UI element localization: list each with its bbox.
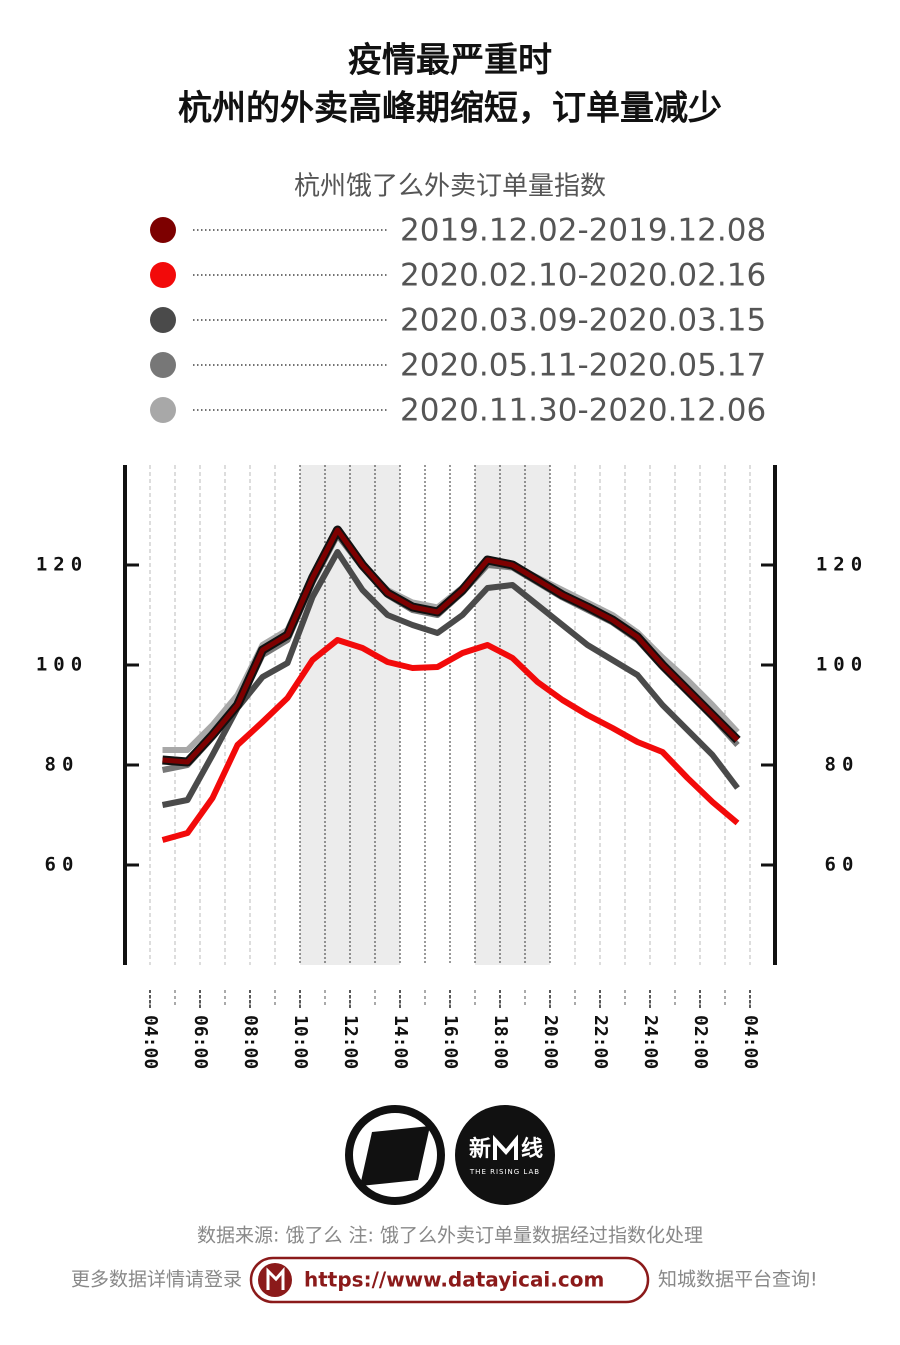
y-tick-label: 120	[36, 554, 88, 576]
url-icon-glyph	[266, 1267, 285, 1290]
x-tick-label: 06:00	[190, 1015, 211, 1069]
legend-label: 2020.02.10-2020.02.16	[400, 258, 766, 294]
x-tick-label: 04:00	[740, 1015, 761, 1069]
series-line	[162, 527, 740, 765]
logo-icon	[360, 1126, 430, 1186]
x-tick-label: 10:00	[290, 1015, 311, 1069]
y-tick-label: 100	[36, 654, 88, 676]
x-tick-label: 16:00	[440, 1015, 461, 1069]
chart-subtitle: 杭州饿了么外卖订单量指数	[294, 172, 606, 202]
x-tick-label: 20:00	[540, 1015, 561, 1069]
legend-label: 2019.12.02-2019.12.08	[400, 213, 766, 249]
logo-text: 线	[521, 1136, 543, 1162]
series-line	[161, 637, 740, 843]
legend-swatch	[150, 352, 176, 378]
footer-prompt: 更多数据详情请登录	[71, 1269, 242, 1291]
legend-swatch	[150, 217, 176, 243]
x-tick-label: 22:00	[590, 1015, 611, 1069]
x-tick-label: 04:00	[140, 1015, 161, 1069]
x-tick-label: 14:00	[390, 1015, 411, 1069]
y-tick-label: 80	[825, 754, 860, 776]
y-tick-label: 120	[816, 554, 868, 576]
legend-swatch	[150, 262, 176, 288]
series-line	[161, 549, 740, 808]
footer: 新 线 THE RISING LAB 数据来源: 饿了么 注: 饿了么外卖订单量…	[71, 1105, 818, 1304]
footer-suffix: 知城数据平台查询!	[658, 1269, 818, 1291]
logo-tagline: THE RISING LAB	[469, 1168, 540, 1176]
url-text[interactable]: https://www.datayicai.com	[304, 1268, 604, 1292]
legend-label: 2020.11.30-2020.12.06	[400, 393, 766, 429]
chart-title: 杭州的外卖高峰期缩短，订单量减少	[178, 89, 722, 129]
url-box	[249, 1256, 650, 1304]
y-tick-label: 60	[45, 854, 80, 876]
legend-swatch	[150, 307, 176, 333]
x-tick-label: 18:00	[490, 1015, 511, 1069]
x-tick-label: 24:00	[640, 1015, 661, 1069]
highlight-band	[475, 465, 550, 965]
x-tick-label: 08:00	[240, 1015, 261, 1069]
legend-swatch	[150, 397, 176, 423]
y-tick-label: 60	[825, 854, 860, 876]
legend-label: 2020.05.11-2020.05.17	[400, 348, 766, 384]
y-tick-label: 100	[816, 654, 868, 676]
source-note: 数据来源: 饿了么 注: 饿了么外卖订单量数据经过指数化处理	[197, 1225, 703, 1247]
logo-text: 新	[469, 1136, 491, 1162]
x-tick-label: 02:00	[690, 1015, 711, 1069]
logo-icon	[493, 1134, 518, 1160]
legend-label: 2020.03.09-2020.03.15	[400, 303, 766, 339]
y-tick-label: 80	[45, 754, 80, 776]
chart-title: 疫情最严重时	[348, 41, 552, 81]
x-tick-label: 12:00	[340, 1015, 361, 1069]
logo	[455, 1105, 555, 1205]
